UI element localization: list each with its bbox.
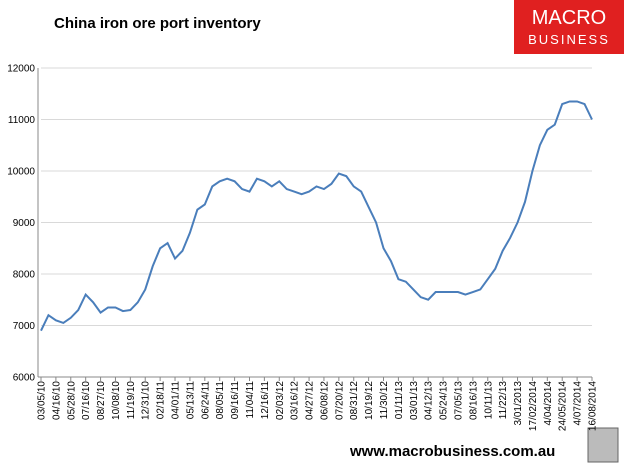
x-tick-label: 05/13/11 bbox=[185, 381, 196, 420]
y-tick-label: 7000 bbox=[13, 321, 36, 332]
x-tick-label: 02/03/12 bbox=[275, 381, 286, 420]
x-tick-label: 17/02/2014 bbox=[528, 381, 539, 431]
x-tick-label: 03/16/12 bbox=[290, 381, 301, 420]
y-tick-label: 12000 bbox=[7, 64, 35, 75]
wolf-icon bbox=[587, 427, 619, 463]
x-tick-label: 10/11/13 bbox=[483, 381, 494, 420]
x-tick-label: 11/22/13 bbox=[498, 381, 509, 420]
x-tick-label: 11/30/12 bbox=[379, 381, 390, 420]
x-tick-label: 07/16/10 bbox=[81, 381, 92, 420]
x-tick-label: 04/27/12 bbox=[305, 381, 316, 420]
x-tick-label: 4/07/2014 bbox=[573, 381, 584, 426]
footer: www.macrobusiness.com.au bbox=[349, 443, 555, 460]
x-tick-label: 03/01/13 bbox=[409, 381, 420, 420]
x-tick-label: 06/24/11 bbox=[200, 381, 211, 420]
x-tick-label: 08/05/11 bbox=[215, 381, 226, 420]
x-tick-label: 03/05/10 bbox=[37, 381, 48, 420]
x-tick-label: 06/08/12 bbox=[319, 381, 330, 420]
x-tick-label: 04/01/11 bbox=[171, 381, 182, 420]
y-tick-label: 11000 bbox=[8, 115, 36, 126]
logo-box bbox=[514, 0, 624, 54]
x-tick-label: 11/19/10 bbox=[126, 381, 137, 420]
x-tick-label: 10/19/12 bbox=[364, 381, 375, 420]
x-tick-label: 12/16/11 bbox=[260, 381, 271, 420]
chart-title: China iron ore port inventory bbox=[54, 15, 261, 32]
x-tick-label: 3/01/2013 bbox=[513, 381, 524, 426]
logo-text: BUSINESS bbox=[528, 32, 610, 47]
y-tick-label: 10000 bbox=[7, 167, 35, 178]
x-tick-label: 11/04/11 bbox=[245, 381, 256, 419]
x-tick-label: 07/05/13 bbox=[453, 381, 464, 420]
x-tick-label: 16/08/2014 bbox=[588, 381, 599, 431]
x-tick-label: 02/18/11 bbox=[156, 381, 167, 420]
x-tick-label: 05/28/10 bbox=[66, 381, 77, 420]
x-tick-label: 4/04/2014 bbox=[543, 381, 554, 426]
x-tick-label: 04/16/10 bbox=[51, 381, 62, 420]
y-tick-label: 9000 bbox=[13, 218, 36, 229]
x-tick-label: 01/11/13 bbox=[394, 381, 405, 420]
x-tick-label: 04/12/13 bbox=[424, 381, 435, 420]
x-tick-label: 12/31/10 bbox=[141, 381, 152, 420]
line-series bbox=[40, 100, 593, 332]
x-tick-label: 08/31/12 bbox=[349, 381, 360, 420]
x-tick-label: 08/16/13 bbox=[468, 381, 479, 420]
x-tick-label: 24/05/2014 bbox=[558, 381, 569, 431]
x-tick-label: 08/27/10 bbox=[96, 381, 107, 420]
x-tick-label: 07/20/12 bbox=[334, 381, 345, 420]
y-tick-label: 6000 bbox=[13, 373, 36, 384]
y-tick-label: 8000 bbox=[13, 270, 36, 281]
x-tick-label: 05/24/13 bbox=[439, 381, 450, 420]
logo-text: MACRO bbox=[532, 7, 606, 29]
x-tick-label: 10/08/10 bbox=[111, 381, 122, 420]
x-tick-label: 09/16/11 bbox=[230, 381, 241, 420]
